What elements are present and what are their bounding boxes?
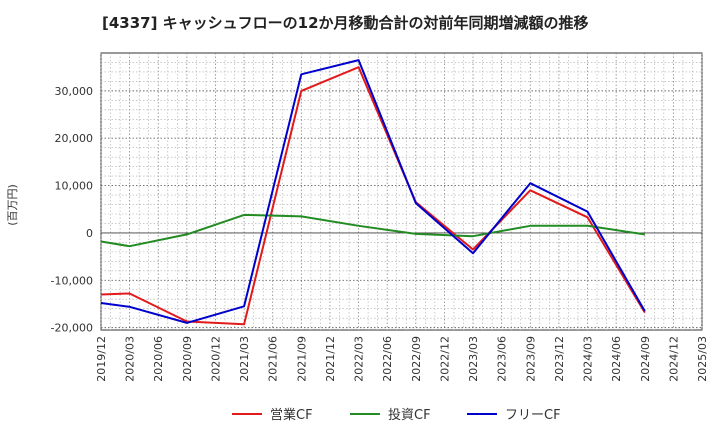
x-tick-label: 2023/06 <box>496 336 509 382</box>
x-tick-label: 2021/12 <box>324 336 337 382</box>
x-tick-label: 2024/06 <box>610 336 623 382</box>
y-tick-label: 10,000 <box>55 180 94 193</box>
x-tick-label: 2023/09 <box>524 336 537 382</box>
x-tick-label: 2024/03 <box>582 336 595 382</box>
y-tick-label: 20,000 <box>55 132 94 145</box>
x-tick-label: 2022/12 <box>438 336 451 382</box>
x-tick-label: 2021/03 <box>238 336 251 382</box>
grid-layer <box>100 52 703 331</box>
x-tick-label: 2022/06 <box>381 336 394 382</box>
legend-label-0: 営業CF <box>270 407 313 423</box>
series-line-0 <box>100 66 646 326</box>
x-tick-label: 2019/12 <box>95 336 108 382</box>
series-line-1 <box>100 213 645 248</box>
x-tick-label: 2023/12 <box>553 336 566 382</box>
x-tick-label: 2022/03 <box>353 336 366 382</box>
y-tick-label: 0 <box>86 227 93 240</box>
x-tick-label: 2020/09 <box>181 336 194 382</box>
axis-layer: -20,000 -10,000 0 10,000 20,000 30,000 2019/12… <box>51 85 709 382</box>
series-line-2 <box>100 59 646 324</box>
y-axis-label: (百万円) <box>6 184 19 226</box>
x-tick-label: 2022/09 <box>410 336 423 382</box>
x-tick-label: 2020/03 <box>124 336 137 382</box>
y-tick-label: -20,000 <box>51 322 93 335</box>
y-tick-label: 30,000 <box>55 85 94 98</box>
x-tick-label: 2024/12 <box>667 336 680 382</box>
x-tick-label: 2020/12 <box>209 336 222 382</box>
x-tick-label: 2025/03 <box>696 336 709 382</box>
x-tick-label: 2024/09 <box>639 336 652 382</box>
plot-area <box>100 52 703 331</box>
legend-label-1: 投資CF <box>388 407 431 423</box>
x-tick-label: 2021/09 <box>295 336 308 382</box>
x-tick-label: 2023/03 <box>467 336 480 382</box>
chart-title: [4337] キャッシュフローの12か月移動合計の対前年同期増減額の推移 <box>102 14 589 32</box>
legend-label-2: フリーCF <box>505 408 561 423</box>
x-tick-label: 2021/06 <box>267 336 280 382</box>
x-tick-label: 2020/06 <box>152 336 165 382</box>
legend: 営業CF 投資CF フリーCF <box>232 407 561 423</box>
series-layer <box>100 59 646 326</box>
y-tick-label: -10,000 <box>51 274 93 287</box>
